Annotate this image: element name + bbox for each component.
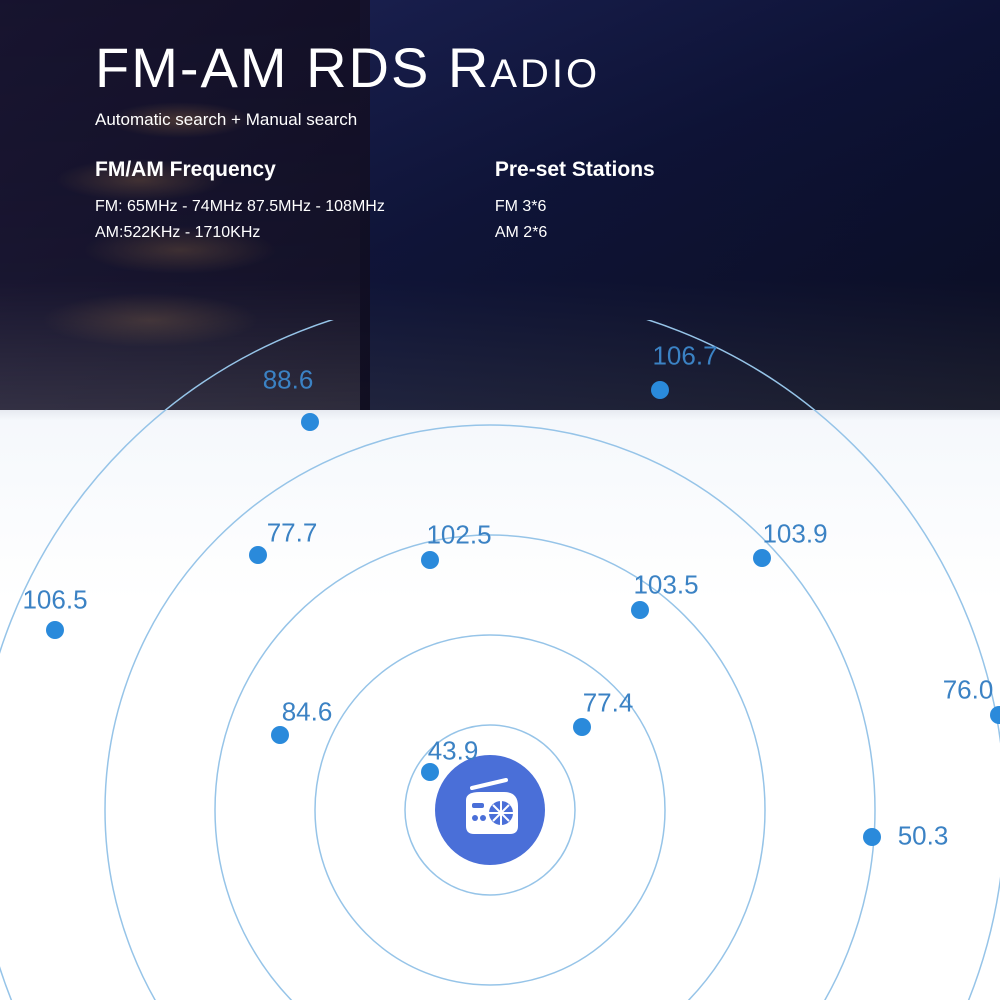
frequency-column: FM/AM Frequency FM: 65MHz - 74MHz 87.5MH…	[95, 158, 385, 245]
radar-svg	[0, 320, 1000, 1000]
station-label: 76.0	[943, 675, 994, 706]
header: FM-AM RDS RADIO Automatic search + Manua…	[0, 0, 1000, 245]
station-label: 77.7	[267, 518, 318, 549]
station-label: 106.7	[652, 341, 717, 372]
station-dot	[301, 413, 319, 431]
radar-ring	[105, 425, 875, 1000]
preset-am-line: AM 2*6	[495, 220, 655, 246]
station-label: 43.9	[428, 736, 479, 767]
preset-heading: Pre-set Stations	[495, 158, 655, 182]
station-dot	[631, 601, 649, 619]
station-dot	[990, 706, 1000, 724]
station-label: 103.9	[762, 519, 827, 550]
title-suffix: ADIO	[490, 52, 600, 96]
station-dot	[573, 718, 591, 736]
station-label: 103.5	[633, 570, 698, 601]
title-main: FM-AM RDS	[95, 36, 430, 99]
radar-ring	[0, 320, 1000, 1000]
station-dot	[249, 546, 267, 564]
frequency-fm-line: FM: 65MHz - 74MHz 87.5MHz - 108MHz	[95, 194, 385, 220]
station-label: 77.4	[583, 688, 634, 719]
subtitle: Automatic search + Manual search	[95, 110, 1000, 130]
station-dot	[421, 551, 439, 569]
preset-fm-line: FM 3*6	[495, 194, 655, 220]
station-dot	[46, 621, 64, 639]
preset-column: Pre-set Stations FM 3*6 AM 2*6	[495, 158, 655, 245]
station-label: 84.6	[282, 697, 333, 728]
title-word-initial: R	[448, 36, 490, 99]
station-dot	[753, 549, 771, 567]
station-label: 106.5	[22, 585, 87, 616]
station-label: 88.6	[263, 365, 314, 396]
station-label: 50.3	[898, 821, 949, 852]
page-title: FM-AM RDS RADIO	[95, 35, 1000, 100]
station-dot	[863, 828, 881, 846]
radar-diagram: 43.9 77.4 102.5 103.5 84.6 77.7 103.9 88.6 106.7…	[0, 320, 1000, 1000]
specs-row: FM/AM Frequency FM: 65MHz - 74MHz 87.5MH…	[95, 158, 1000, 245]
station-label: 102.5	[426, 520, 491, 551]
frequency-am-line: AM:522KHz - 1710KHz	[95, 220, 385, 246]
station-dot	[271, 726, 289, 744]
frequency-heading: FM/AM Frequency	[95, 158, 385, 182]
station-dot	[651, 381, 669, 399]
